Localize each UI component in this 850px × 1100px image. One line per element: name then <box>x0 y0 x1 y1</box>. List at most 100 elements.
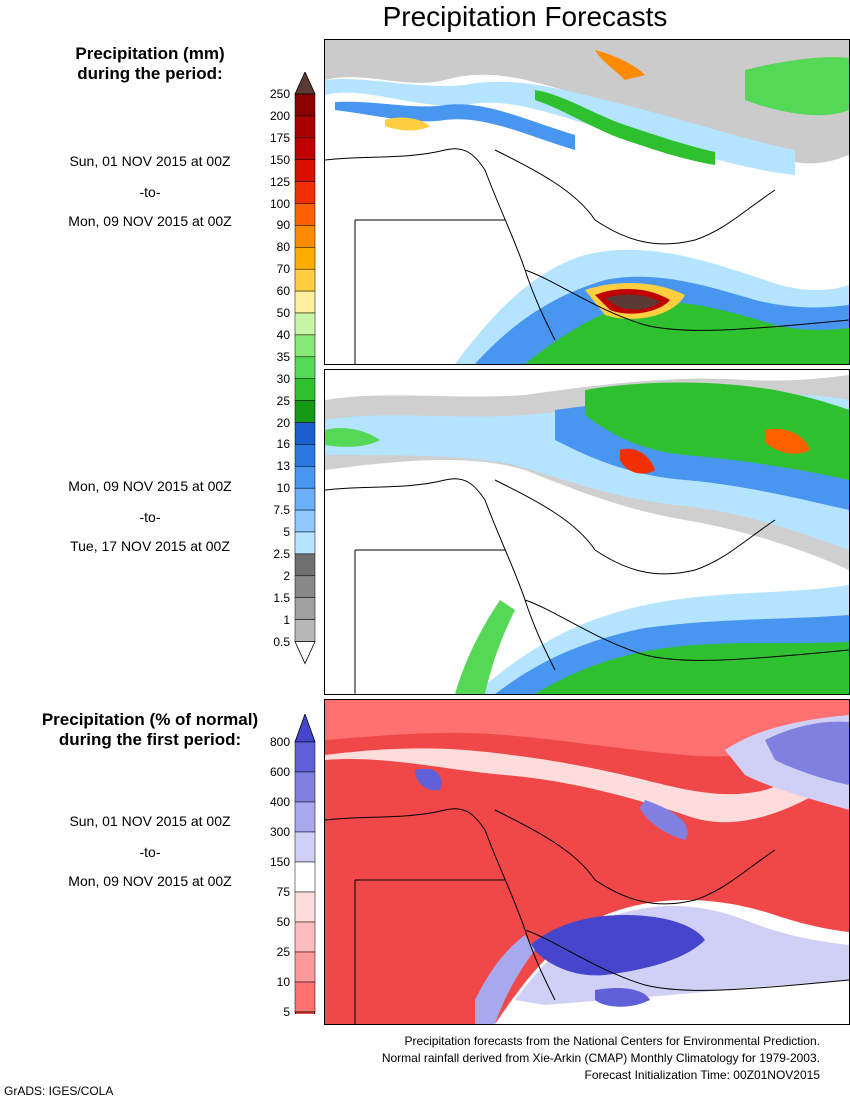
pct-period-start: Sun, 01 NOV 2015 at 00Z <box>69 813 231 829</box>
pct-colorbar-label: 5 <box>283 1005 290 1019</box>
mm-colorbar-swatch <box>294 137 316 160</box>
pct-colorbar-swatch <box>294 801 316 833</box>
mm-colorbar-swatch <box>294 531 316 555</box>
mm-colorbar-swatch <box>294 247 316 270</box>
pct-colorbar-label: 25 <box>276 945 290 959</box>
pct-colorbar-label: 800 <box>269 735 290 749</box>
pct-colorbar-bottom-arrow <box>294 1011 316 1042</box>
mm-colorbar-swatch <box>294 487 316 511</box>
mm-colorbar-swatch <box>294 115 316 139</box>
mm-colorbar-swatch <box>294 225 316 248</box>
mm-colorbar-swatch <box>294 378 316 401</box>
pct-colorbar-swatch <box>294 861 316 893</box>
pct-period-separator: -to- <box>139 844 161 860</box>
mm-colorbar-label: 250 <box>269 87 290 101</box>
period2-end: Tue, 17 NOV 2015 at 00Z <box>70 538 230 554</box>
pct-colorbar-label: 400 <box>269 795 290 809</box>
period2-start: Mon, 09 NOV 2015 at 00Z <box>68 478 232 494</box>
map-percent-normal <box>324 699 850 1025</box>
map-period1-total <box>324 39 850 365</box>
mm-colorbar-swatch <box>294 203 316 226</box>
mm-colorbar-label: 200 <box>269 108 290 123</box>
mm-colorbar-label: 10 <box>276 481 290 496</box>
page-title: Precipitation Forecasts <box>382 1 668 32</box>
pct-colorbar-swatch <box>294 981 316 1013</box>
mm-colorbar-bottom-arrow <box>294 641 316 665</box>
mm-colorbar-label: 60 <box>276 284 290 299</box>
mm-colorbar-label: 30 <box>276 371 290 386</box>
map-period2-graphic <box>325 370 849 694</box>
mm-colorbar: 250 200 175 150 125 100 90 80 70 60 50 40 35 30 25 20 16… <box>250 71 320 672</box>
mm-colorbar-swatch <box>294 597 316 620</box>
map-percent-graphic <box>325 700 849 1024</box>
pct-colorbar-swatch <box>294 921 316 953</box>
period1-start: Sun, 01 NOV 2015 at 00Z <box>69 153 231 169</box>
mm-colorbar-label: 20 <box>276 415 290 430</box>
mm-colorbar-label: 25 <box>276 393 290 408</box>
mm-colorbar-label: 7.5 <box>273 503 290 518</box>
pct-section-heading: Precipitation (% of normal) during the f… <box>41 710 259 749</box>
mm-colorbar-swatch <box>294 93 316 117</box>
mm-colorbar-swatch <box>294 334 316 358</box>
pct-colorbar-label: 300 <box>269 825 290 839</box>
pct-colorbar-swatch <box>294 741 316 773</box>
mm-colorbar-label: 90 <box>276 218 290 233</box>
mm-colorbar-swatch <box>294 268 316 292</box>
mm-colorbar-swatch <box>294 466 316 489</box>
pct-colorbar-top-arrow <box>294 712 316 743</box>
pct-period-end: Mon, 09 NOV 2015 at 00Z <box>68 873 232 889</box>
mm-colorbar-label: 16 <box>276 437 290 452</box>
mm-colorbar-label: 1.5 <box>273 590 290 605</box>
mm-colorbar-top-arrow <box>294 71 316 95</box>
mm-colorbar-label: 35 <box>276 349 290 364</box>
pct-colorbar-graphic <box>294 712 316 1042</box>
mm-colorbar-swatch <box>294 290 316 314</box>
mm-colorbar-label: 50 <box>276 306 290 320</box>
mm-colorbar-label: 2.5 <box>273 546 290 561</box>
footer-note-3: Forecast Initialization Time: 00Z01NOV20… <box>584 1068 820 1082</box>
mm-colorbar-label: 150 <box>269 152 290 167</box>
mm-colorbar-label: 13 <box>276 459 290 474</box>
mm-colorbar-label: 0.5 <box>273 634 290 649</box>
mm-colorbar-label: 175 <box>269 130 290 145</box>
grads-credit: GrADS: IGES/COLA <box>4 1084 114 1098</box>
mm-colorbar-label: 125 <box>269 174 290 189</box>
mm-colorbar-label: 2 <box>283 568 290 583</box>
footer-note-2: Normal rainfall derived from Xie-Arkin (… <box>381 1051 820 1065</box>
mm-colorbar-label: 1 <box>283 612 290 627</box>
pct-colorbar-label: 75 <box>276 885 290 899</box>
mm-colorbar-swatch <box>294 400 316 423</box>
pct-colorbar-swatch <box>294 831 316 863</box>
pct-colorbar-label: 600 <box>269 765 290 779</box>
mm-colorbar-swatch <box>294 422 316 445</box>
mm-colorbar-swatch <box>294 159 316 182</box>
pct-colorbar-label: 10 <box>276 975 290 989</box>
map-period1-graphic <box>325 40 849 364</box>
mm-colorbar-swatch <box>294 444 316 467</box>
footer-note-1: Precipitation forecasts from the Nationa… <box>404 1034 820 1048</box>
map-period2-total <box>324 369 850 695</box>
mm-colorbar-swatch <box>294 553 316 577</box>
mm-colorbar-label: 5 <box>283 525 290 539</box>
pct-colorbar-label: 50 <box>276 915 290 929</box>
pct-colorbar: 800 600 400 300 150 75 50 25 10 5 <box>250 712 320 1042</box>
mm-colorbar-label: 80 <box>276 240 290 255</box>
mm-colorbar-swatch <box>294 312 316 336</box>
mm-colorbar-label: 100 <box>269 196 290 211</box>
mm-colorbar-swatch <box>294 509 316 533</box>
mm-colorbar-swatch <box>294 181 316 204</box>
mm-colorbar-swatch <box>294 619 316 642</box>
period2-separator: -to- <box>139 509 161 525</box>
period1-end: Mon, 09 NOV 2015 at 00Z <box>68 213 232 229</box>
mm-colorbar-swatch <box>294 356 316 379</box>
pct-colorbar-swatch <box>294 771 316 803</box>
period1-separator: -to- <box>139 184 161 200</box>
pct-colorbar-label: 150 <box>269 855 290 869</box>
mm-section-heading: Precipitation (mm) during the period: <box>75 44 225 83</box>
mm-colorbar-swatch <box>294 575 316 598</box>
pct-colorbar-swatch <box>294 891 316 923</box>
mm-colorbar-graphic <box>294 71 316 665</box>
pct-colorbar-swatch <box>294 951 316 983</box>
mm-colorbar-label: 70 <box>276 262 290 277</box>
mm-colorbar-label: 40 <box>276 327 290 342</box>
